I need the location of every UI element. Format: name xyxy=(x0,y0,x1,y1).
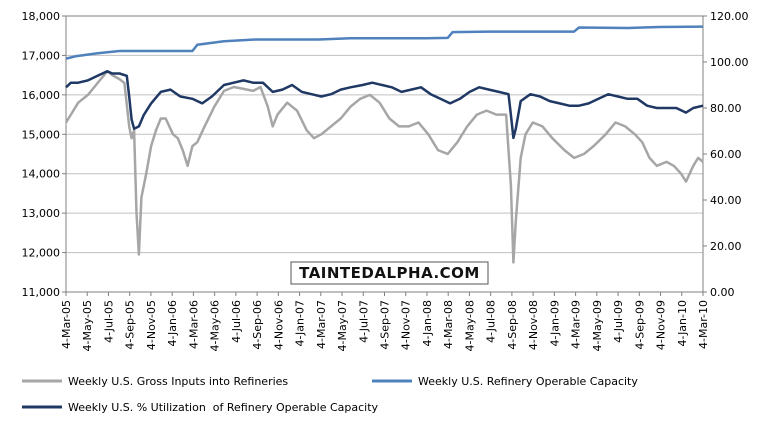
left-tick-label: 15,000 xyxy=(22,128,61,141)
series-utilization xyxy=(65,69,704,140)
left-tick-label: 13,000 xyxy=(22,207,61,220)
x-tick-label: 4-Jul-07 xyxy=(357,300,370,343)
logo-text: TAINTEDΑLPHA.COM xyxy=(299,264,480,282)
x-tick-label: 4-Nov-09 xyxy=(655,300,668,350)
x-tick-label: 4-Sep-05 xyxy=(124,300,137,350)
plot-area xyxy=(65,15,704,293)
x-tick-label: 4-Jul-09 xyxy=(612,300,625,343)
x-tick-label: 4-Jan-09 xyxy=(548,300,561,347)
logo: TAINTEDΑLPHA.COM xyxy=(290,261,489,285)
x-tick-label: 4-Sep-07 xyxy=(379,300,392,350)
x-tick-label: 4-Jan-07 xyxy=(294,300,307,347)
x-tick-label: 4-Mar-10 xyxy=(697,300,710,349)
right-tick-label: 80.00 xyxy=(710,102,742,115)
right-tick-label: 0.00 xyxy=(710,286,735,299)
x-tick-label: 4-Nov-05 xyxy=(145,300,158,350)
x-tick-label: 4-Sep-09 xyxy=(633,300,646,350)
x-tick-label: 4-Nov-07 xyxy=(400,300,413,350)
right-tick-label: 60.00 xyxy=(710,148,742,161)
left-tick-label: 12,000 xyxy=(22,247,61,260)
legend-label-operable-capacity: Weekly U.S. Refinery Operable Capacity xyxy=(418,375,638,388)
series-operable-capacity xyxy=(65,25,704,60)
legend-label-utilization: Weekly U.S. % Utilization of Refinery Op… xyxy=(68,401,379,414)
legend: Weekly U.S. Gross Inputs into Refineries… xyxy=(22,375,638,414)
left-tick-label: 17,000 xyxy=(22,49,61,62)
x-tick-label: 4-Mar-09 xyxy=(570,300,583,349)
x-tick-label: 4-Nov-08 xyxy=(527,300,540,350)
x-tick-label: 4-May-08 xyxy=(463,300,476,351)
left-tick-label: 14,000 xyxy=(22,168,61,181)
x-tick-label: 4-May-07 xyxy=(336,300,349,351)
x-tick-label: 4-Jan-10 xyxy=(676,300,689,347)
legend-label-gross-inputs: Weekly U.S. Gross Inputs into Refineries xyxy=(68,375,288,388)
x-tick-label: 4-Jul-06 xyxy=(230,300,243,343)
x-tick-label: 4-Jan-06 xyxy=(166,300,179,347)
x-tick-label: 4-Sep-08 xyxy=(506,300,519,350)
series-layer xyxy=(64,25,704,264)
x-tick-label: 4-Mar-05 xyxy=(60,300,73,349)
right-tick-label: 120.00 xyxy=(710,10,749,23)
gridlines xyxy=(66,15,703,293)
logo-box xyxy=(290,261,489,285)
x-tick-label: 4-May-06 xyxy=(209,300,222,351)
left-tick-label: 18,000 xyxy=(22,10,61,23)
x-tick-label: 4-Sep-06 xyxy=(251,300,264,350)
x-tick-label: 4-Mar-06 xyxy=(187,300,200,349)
right-tick-label: 20.00 xyxy=(710,240,742,253)
x-tick-label: 4-Jul-08 xyxy=(485,300,498,343)
right-axis: 0.00 20.00 40.00 60.00 80.00 100.00 120.00 xyxy=(703,10,749,299)
x-tick-label: 4-Jan-08 xyxy=(421,300,434,347)
left-tick-label: 16,000 xyxy=(22,89,61,102)
left-axis: 11,000 12,000 13,000 14,000 15,000 16,000 17,0… xyxy=(22,10,66,299)
x-tick-label: 4-May-05 xyxy=(81,300,94,351)
x-axis: 4-Mar-05 4-May-05 4-Jul-05 4-Sep-05 4-Nov-05… xyxy=(60,292,710,351)
x-tick-label: 4-Mar-08 xyxy=(442,300,455,349)
x-tick-label: 4-Nov-06 xyxy=(272,300,285,350)
right-tick-label: 100.00 xyxy=(710,56,749,69)
left-tick-label: 11,000 xyxy=(22,286,61,299)
right-tick-label: 40.00 xyxy=(710,194,742,207)
x-tick-label: 4-Mar-07 xyxy=(315,300,328,349)
x-tick-label: 4-Jul-05 xyxy=(102,300,115,343)
series-gross-inputs xyxy=(64,69,704,264)
x-tick-label: 4-May-09 xyxy=(591,300,604,351)
